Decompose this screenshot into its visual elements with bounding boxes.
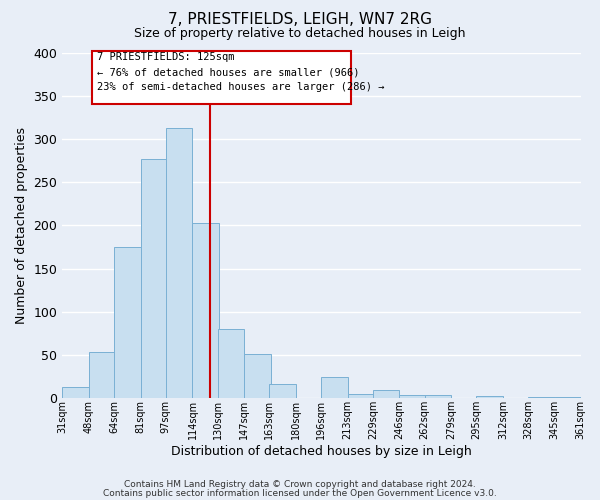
Bar bbox=[476, 396, 503, 398]
Bar bbox=[348, 394, 374, 398]
Text: Size of property relative to detached houses in Leigh: Size of property relative to detached ho… bbox=[134, 28, 466, 40]
Text: Contains public sector information licensed under the Open Government Licence v3: Contains public sector information licen… bbox=[103, 488, 497, 498]
Bar bbox=[89, 352, 116, 398]
Bar bbox=[244, 354, 271, 398]
Y-axis label: Number of detached properties: Number of detached properties bbox=[15, 127, 28, 324]
Bar bbox=[218, 329, 244, 398]
Bar bbox=[114, 247, 141, 398]
Bar bbox=[62, 387, 89, 398]
Bar bbox=[141, 159, 167, 398]
Bar bbox=[269, 384, 296, 398]
Text: 7 PRIESTFIELDS: 125sqm
← 76% of detached houses are smaller (966)
23% of semi-de: 7 PRIESTFIELDS: 125sqm ← 76% of detached… bbox=[97, 52, 384, 92]
Bar bbox=[373, 390, 400, 398]
Bar bbox=[321, 376, 348, 398]
Text: 7, PRIESTFIELDS, LEIGH, WN7 2RG: 7, PRIESTFIELDS, LEIGH, WN7 2RG bbox=[168, 12, 432, 28]
FancyBboxPatch shape bbox=[92, 51, 351, 104]
Text: Contains HM Land Registry data © Crown copyright and database right 2024.: Contains HM Land Registry data © Crown c… bbox=[124, 480, 476, 489]
Bar bbox=[193, 222, 219, 398]
Bar bbox=[400, 394, 426, 398]
X-axis label: Distribution of detached houses by size in Leigh: Distribution of detached houses by size … bbox=[172, 444, 472, 458]
Bar bbox=[166, 128, 193, 398]
Bar bbox=[425, 394, 451, 398]
